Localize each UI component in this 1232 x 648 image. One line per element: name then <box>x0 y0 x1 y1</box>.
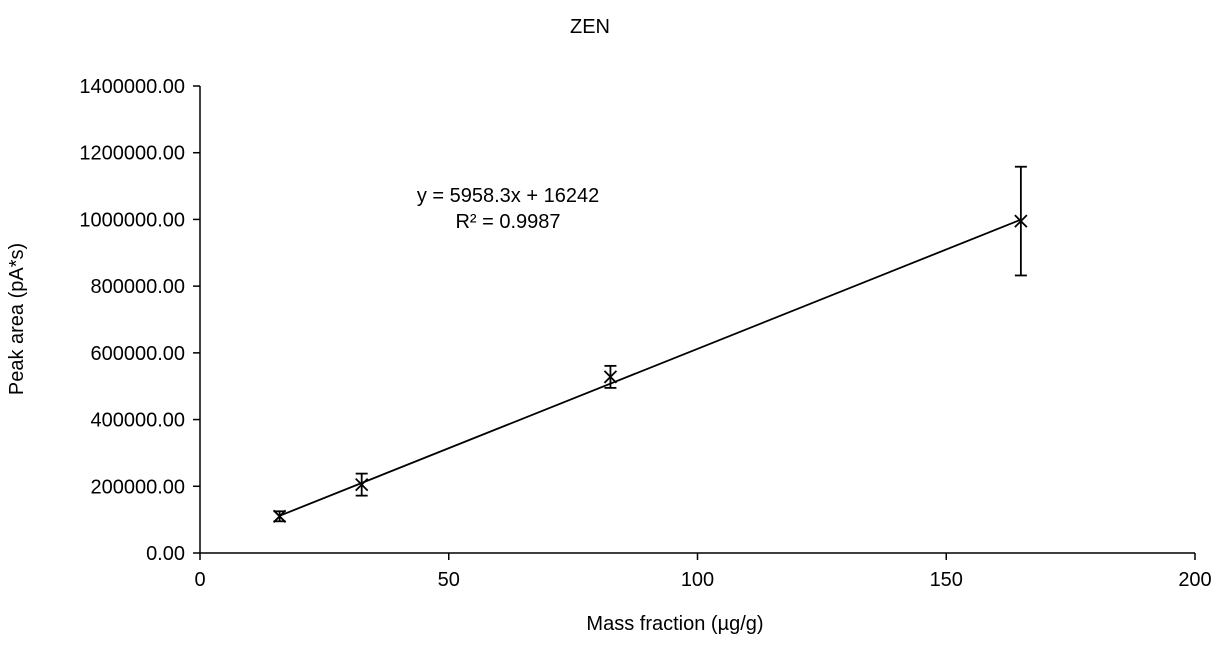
chart-title: ZEN <box>570 16 610 38</box>
y-tick-label: 1400000.00 <box>79 76 185 98</box>
x-marker <box>1014 214 1028 228</box>
trendline-equation: y = 5958.3x + 16242 <box>417 185 599 207</box>
trendline-layer <box>279 218 1022 517</box>
y-tick-label: 400000.00 <box>90 410 185 432</box>
trendline-r2: R² = 0.9987 <box>455 211 560 233</box>
data-point <box>603 364 618 389</box>
x-marker <box>355 477 369 492</box>
x-tick-label: 100 <box>681 569 714 591</box>
data-points <box>272 165 1028 523</box>
data-point <box>355 472 369 497</box>
y-tick-label: 1200000.00 <box>79 143 185 165</box>
y-tick-label: 600000.00 <box>90 343 185 365</box>
x-ticks: 0 50 100 150 200 <box>194 553 1212 591</box>
x-marker <box>603 370 618 384</box>
y-tick-label: 800000.00 <box>90 276 185 298</box>
y-ticks: 0.00 200000.00 400000.00 600000.00 800000.00… <box>79 76 200 565</box>
trendline <box>279 218 1022 517</box>
x-axis-label: Mass fraction (µg/g) <box>586 613 763 635</box>
y-axis-label: Peak area (pA*s) <box>6 243 28 395</box>
data-point <box>1014 165 1028 277</box>
data-point <box>272 509 287 523</box>
y-tick-label: 200000.00 <box>90 476 185 498</box>
y-tick-label: 1000000.00 <box>79 209 185 231</box>
x-marker <box>272 509 287 523</box>
x-tick-label: 0 <box>194 569 205 591</box>
x-tick-label: 150 <box>930 569 963 591</box>
y-tick-label: 0.00 <box>146 543 185 565</box>
x-tick-label: 50 <box>438 569 460 591</box>
x-tick-label: 200 <box>1178 569 1211 591</box>
